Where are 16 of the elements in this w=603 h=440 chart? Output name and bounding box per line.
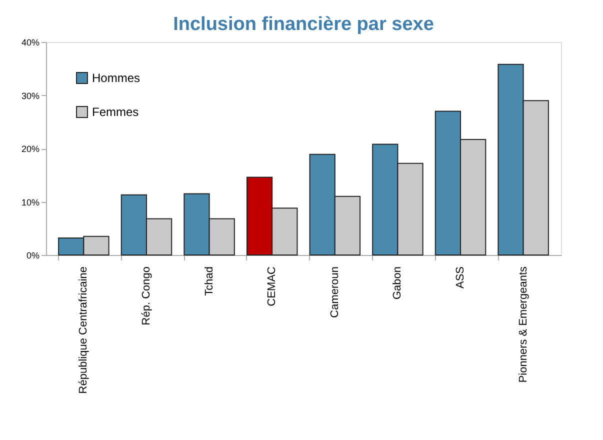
y-tick-label: 0% (26, 250, 40, 260)
x-tick-label: Rép. Congo (140, 266, 152, 326)
y-tick-label: 20% (21, 144, 40, 154)
x-tick-label: ASS (454, 266, 467, 289)
legend-label: Hommes (92, 71, 140, 85)
x-tick-label: CEMAC (266, 266, 278, 306)
y-tick-label: 40% (21, 38, 40, 48)
x-tick-label: Tchad (203, 266, 216, 296)
x-tick-label: Gabon (392, 266, 404, 300)
x-tick-label: Pionners & Emergeants (517, 266, 530, 383)
legend-label: Femmes (92, 105, 139, 119)
y-tick-label: 30% (21, 90, 40, 101)
x-tick-label: République Centrafricaine (78, 266, 90, 394)
x-tick-label: Cameroun (328, 266, 341, 318)
y-tick-label: 10% (21, 197, 40, 208)
chart-title: Inclusion financière par sexe (173, 14, 434, 35)
